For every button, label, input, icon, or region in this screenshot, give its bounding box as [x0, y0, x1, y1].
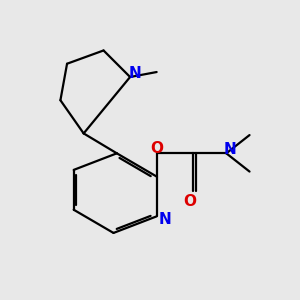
- Text: N: N: [129, 66, 141, 81]
- Text: O: O: [150, 141, 163, 156]
- Text: O: O: [183, 194, 196, 209]
- Text: N: N: [223, 142, 236, 157]
- Text: N: N: [159, 212, 171, 227]
